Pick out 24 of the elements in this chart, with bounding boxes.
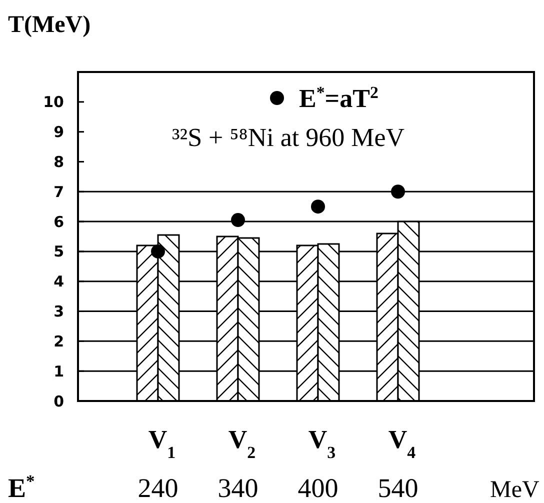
y-tick-label: 8 [54, 152, 64, 171]
y-axis-title: T(MeV) [8, 12, 91, 38]
y-tick-label: 3 [54, 302, 64, 321]
y-tick-label: 0 [54, 392, 64, 410]
y-tick-label: 2 [54, 332, 64, 350]
text: 540 [378, 473, 418, 503]
y-tick-label: 4 [54, 272, 64, 291]
y-tick-label: 7 [54, 182, 64, 201]
text: 400 [298, 473, 338, 503]
annotation: ³²S + ⁵⁸Ni at 960 MeV [172, 123, 405, 152]
legend-label: E$^{*}$=aT$^{2}$ [299, 82, 378, 113]
text: E$^{*}$ [8, 471, 36, 503]
x-tick-label: V$_{1}$ [148, 425, 176, 462]
y-tick-label: 5 [54, 242, 64, 261]
y-tick-label: 1 [54, 362, 64, 380]
text: MeV [490, 477, 540, 503]
x-tick-label: V$_{3}$ [308, 425, 336, 462]
text: 340 [218, 473, 258, 503]
y-tick-label: 10 [43, 93, 64, 112]
x-tick-label: V$_{2}$ [228, 425, 256, 462]
y-tick-label: 9 [54, 123, 64, 142]
text: 240 [138, 473, 178, 503]
y-tick-label: 6 [54, 212, 64, 231]
x-tick-label: V$_{4}$ [388, 425, 416, 462]
